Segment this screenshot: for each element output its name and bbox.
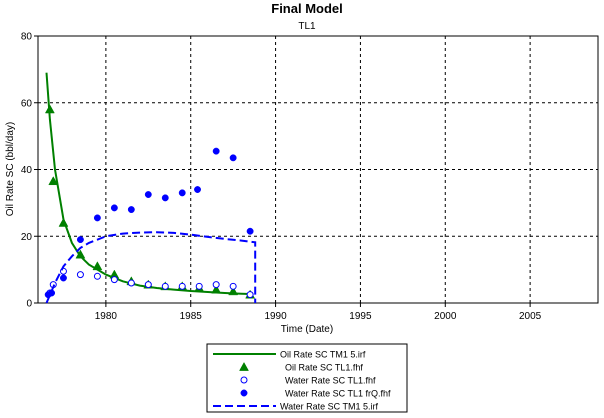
y-tick-label: 0 bbox=[26, 299, 32, 310]
data-point bbox=[93, 272, 101, 280]
x-tick-label: 1980 bbox=[95, 311, 118, 322]
legend-symbol-1 bbox=[239, 361, 249, 371]
data-point bbox=[48, 176, 59, 186]
data-point bbox=[178, 189, 186, 197]
legend-box bbox=[206, 343, 408, 413]
data-point bbox=[246, 291, 254, 299]
y-tick-label: 80 bbox=[21, 32, 33, 43]
data-point bbox=[229, 154, 237, 162]
data-point bbox=[127, 279, 135, 287]
data-point bbox=[211, 284, 222, 294]
chart-title: Final Model bbox=[271, 1, 343, 16]
x-tick-label: 1995 bbox=[349, 311, 372, 322]
legend-marker bbox=[240, 389, 248, 397]
x-tick-label: 2000 bbox=[434, 311, 457, 322]
legend-label-0: Oil Rate SC TM1 5.irf bbox=[280, 350, 366, 360]
series-layer bbox=[44, 72, 257, 304]
x-axis-label: Time (Date) bbox=[281, 324, 333, 335]
data-point bbox=[212, 281, 220, 289]
y-axis-label: Oil Rate SC (bbl/day) bbox=[5, 122, 16, 216]
data-point bbox=[75, 249, 86, 259]
data-point bbox=[144, 281, 152, 289]
data-point bbox=[60, 274, 67, 282]
series-line-4 bbox=[45, 231, 257, 304]
legend-label-2: Water Rate SC TL1.fhf bbox=[285, 376, 376, 386]
plot-area bbox=[37, 35, 599, 304]
data-point bbox=[44, 104, 55, 114]
x-axis-ticks: 1980 1985 1990 1995 2000 2005 bbox=[95, 303, 542, 322]
legend: Oil Rate SC TM1 5.irf Oil Rate SC TL1.fhf… bbox=[213, 350, 391, 412]
data-point bbox=[178, 282, 186, 290]
data-point bbox=[229, 282, 237, 290]
data-point bbox=[76, 271, 84, 279]
x-tick-label: 2005 bbox=[519, 311, 542, 322]
legend-marker bbox=[240, 376, 248, 384]
data-point bbox=[76, 236, 84, 244]
data-point bbox=[195, 282, 203, 290]
grid bbox=[38, 36, 598, 303]
data-point bbox=[228, 286, 239, 296]
data-point bbox=[110, 276, 118, 284]
data-point bbox=[212, 147, 220, 155]
legend-marker bbox=[239, 361, 249, 371]
data-point bbox=[144, 191, 152, 198]
data-point bbox=[246, 227, 254, 235]
x-tick-label: 1990 bbox=[264, 311, 287, 322]
y-axis-ticks: 0 20 40 60 80 bbox=[21, 32, 38, 310]
data-point bbox=[161, 194, 169, 202]
data-point bbox=[93, 214, 101, 222]
y-tick-label: 60 bbox=[21, 98, 33, 109]
x-tick-label: 1985 bbox=[180, 311, 203, 322]
legend-label-3: Water Rate SC TL1 frQ.fhf bbox=[285, 389, 391, 399]
legend-label-1: Oil Rate SC TL1.fhf bbox=[285, 363, 363, 373]
legend-label-4: Water Rate SC TM1 5.irf bbox=[280, 402, 379, 412]
y-tick-label: 20 bbox=[21, 232, 33, 243]
series-points-3 bbox=[44, 147, 254, 299]
legend-symbol-3 bbox=[240, 389, 248, 397]
data-point bbox=[110, 204, 118, 212]
data-point bbox=[58, 217, 69, 227]
y-tick-label: 40 bbox=[21, 165, 33, 176]
data-point bbox=[127, 206, 135, 214]
data-point bbox=[161, 282, 169, 290]
data-point bbox=[194, 186, 201, 193]
chart-subtitle: TL1 bbox=[298, 21, 316, 32]
legend-symbol-2 bbox=[240, 376, 248, 384]
data-point bbox=[92, 261, 103, 271]
